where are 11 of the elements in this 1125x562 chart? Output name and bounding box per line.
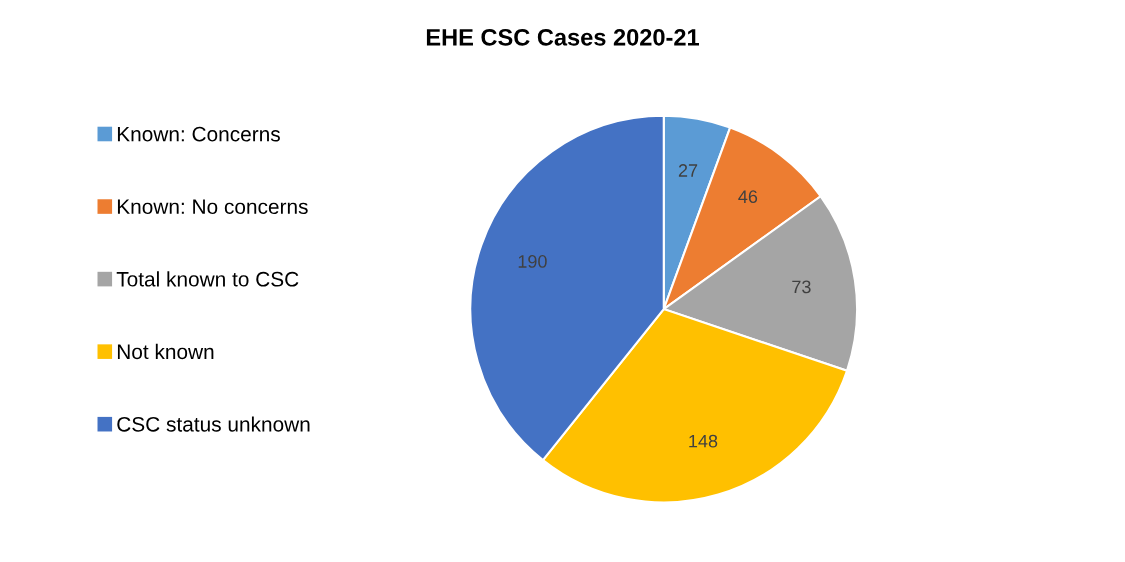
- data-label: 148: [689, 434, 718, 448]
- data-label: 73: [792, 280, 811, 294]
- legend-label: Known: Concerns: [117, 126, 280, 142]
- legend-label: Not known: [117, 343, 214, 360]
- data-label: 190: [518, 255, 547, 268]
- data-label: 27: [678, 164, 698, 177]
- chart-title: EHE CSC Cases 2020-21: [426, 28, 699, 46]
- legend-label: Known: No concerns: [117, 199, 308, 215]
- legend-label: Total known to CSC: [116, 271, 299, 287]
- legend-label: CSC status unknown: [117, 416, 310, 432]
- data-label: 46: [738, 190, 758, 204]
